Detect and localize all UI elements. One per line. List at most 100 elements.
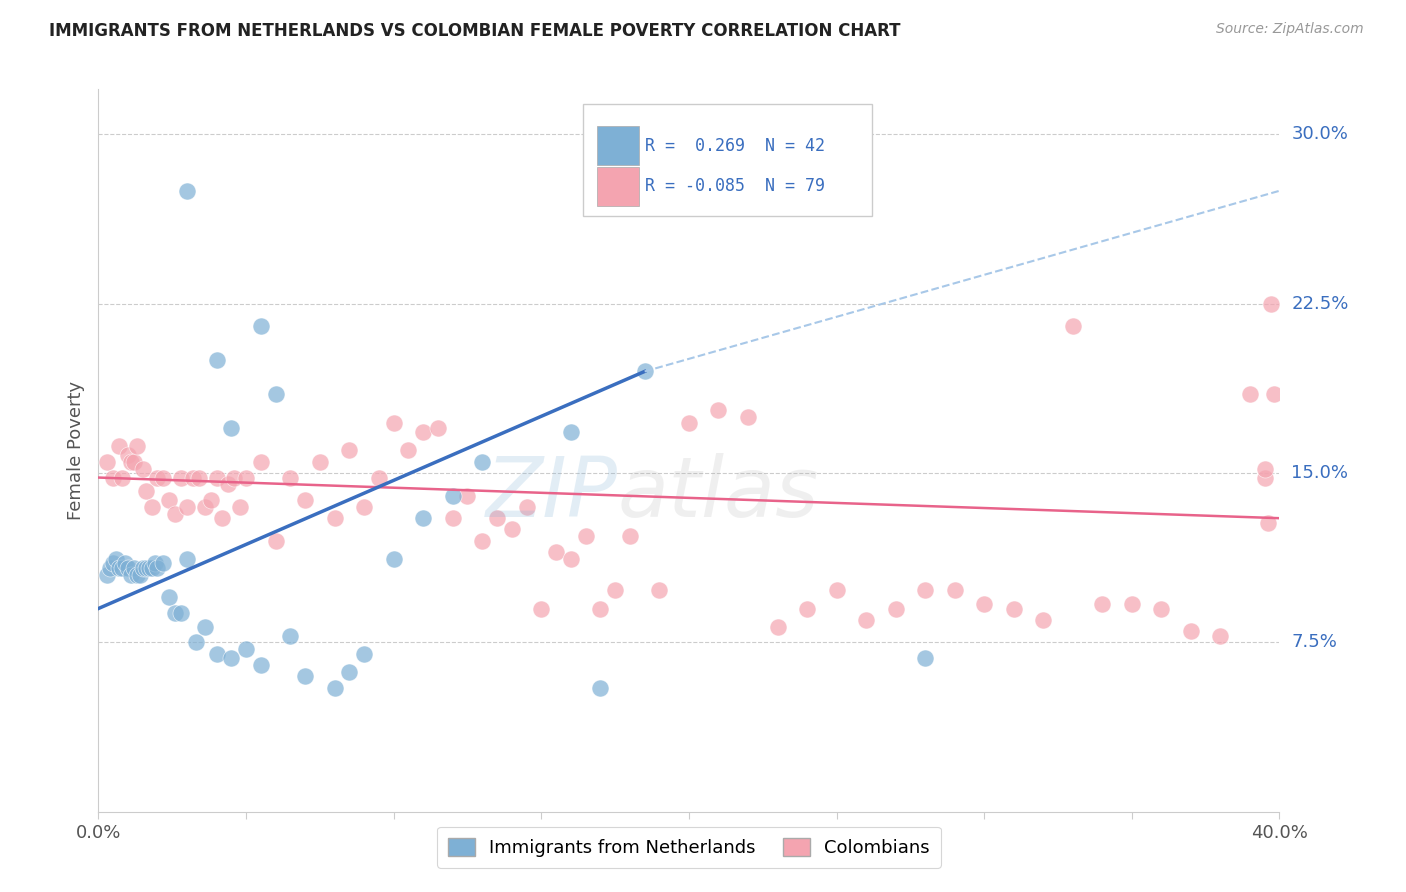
Point xyxy=(530,601,553,615)
Point xyxy=(132,461,155,475)
Point xyxy=(165,606,187,620)
Text: Source: ZipAtlas.com: Source: ZipAtlas.com xyxy=(1216,22,1364,37)
Point xyxy=(221,421,243,435)
Point xyxy=(280,629,302,643)
Point xyxy=(108,561,131,575)
Point xyxy=(884,601,907,615)
Point xyxy=(1254,470,1277,484)
Point xyxy=(382,417,405,431)
Point xyxy=(187,470,209,484)
Point xyxy=(128,567,150,582)
Point xyxy=(157,591,180,605)
Point xyxy=(111,470,134,484)
Point xyxy=(560,425,582,440)
Point xyxy=(200,493,222,508)
Point xyxy=(973,597,995,611)
Point xyxy=(943,583,966,598)
Point xyxy=(323,681,346,695)
Point xyxy=(457,489,479,503)
Point xyxy=(235,642,257,657)
Point xyxy=(914,583,936,598)
Point xyxy=(138,561,160,575)
Point xyxy=(1239,387,1261,401)
Point xyxy=(224,470,246,484)
Point xyxy=(589,681,612,695)
FancyBboxPatch shape xyxy=(596,167,640,205)
Point xyxy=(914,651,936,665)
Point xyxy=(120,455,142,469)
Text: 30.0%: 30.0% xyxy=(1291,126,1348,144)
Point xyxy=(589,601,612,615)
Point xyxy=(516,500,538,514)
Point xyxy=(135,484,157,499)
Point xyxy=(546,545,568,559)
Point xyxy=(368,470,391,484)
Point xyxy=(111,561,134,575)
Point xyxy=(1121,597,1143,611)
Point xyxy=(114,557,136,571)
Text: R = -0.085  N = 79: R = -0.085 N = 79 xyxy=(645,177,825,195)
Point xyxy=(1254,461,1277,475)
Point xyxy=(398,443,420,458)
Point xyxy=(141,500,163,514)
Point xyxy=(678,417,700,431)
Point xyxy=(122,561,145,575)
Point xyxy=(486,511,509,525)
Point xyxy=(855,613,877,627)
Point xyxy=(105,551,128,566)
Point xyxy=(648,583,671,598)
Point xyxy=(264,533,287,548)
Point xyxy=(280,470,302,484)
Point xyxy=(135,561,157,575)
Point xyxy=(125,439,148,453)
Point xyxy=(471,533,494,548)
Point xyxy=(825,583,848,598)
Point xyxy=(98,561,121,575)
Point xyxy=(132,561,155,575)
Point xyxy=(194,500,217,514)
Point xyxy=(1257,516,1279,530)
Point xyxy=(194,619,217,633)
Text: 7.5%: 7.5% xyxy=(1291,633,1337,651)
Point xyxy=(339,665,361,679)
Point xyxy=(117,561,139,575)
Point xyxy=(294,669,316,683)
Point xyxy=(1032,613,1054,627)
Point xyxy=(1260,296,1282,310)
Point xyxy=(170,470,193,484)
Point xyxy=(103,470,125,484)
Point xyxy=(152,557,174,571)
Point xyxy=(737,409,759,424)
Point xyxy=(309,455,332,469)
Point xyxy=(250,455,273,469)
Point xyxy=(235,470,257,484)
Text: 15.0%: 15.0% xyxy=(1291,464,1348,482)
Point xyxy=(125,567,148,582)
Text: IMMIGRANTS FROM NETHERLANDS VS COLOMBIAN FEMALE POVERTY CORRELATION CHART: IMMIGRANTS FROM NETHERLANDS VS COLOMBIAN… xyxy=(49,22,901,40)
Point xyxy=(605,583,627,598)
Y-axis label: Female Poverty: Female Poverty xyxy=(66,381,84,520)
Point xyxy=(250,319,273,334)
Point xyxy=(122,455,145,469)
Text: 22.5%: 22.5% xyxy=(1291,294,1348,313)
Point xyxy=(560,551,582,566)
Point xyxy=(205,647,228,661)
Point xyxy=(205,470,228,484)
Point xyxy=(211,511,233,525)
Point xyxy=(117,448,139,462)
Point xyxy=(1209,629,1232,643)
Point xyxy=(181,470,204,484)
Point xyxy=(1002,601,1025,615)
Point xyxy=(412,511,434,525)
Point xyxy=(796,601,818,615)
Point xyxy=(1180,624,1202,639)
Point xyxy=(146,561,169,575)
Point xyxy=(103,557,125,571)
Point xyxy=(1062,319,1084,334)
Point xyxy=(619,529,641,543)
FancyBboxPatch shape xyxy=(596,126,640,165)
Point xyxy=(152,470,174,484)
Point xyxy=(412,425,434,440)
Text: R =  0.269  N = 42: R = 0.269 N = 42 xyxy=(645,136,825,154)
Point xyxy=(184,635,207,649)
